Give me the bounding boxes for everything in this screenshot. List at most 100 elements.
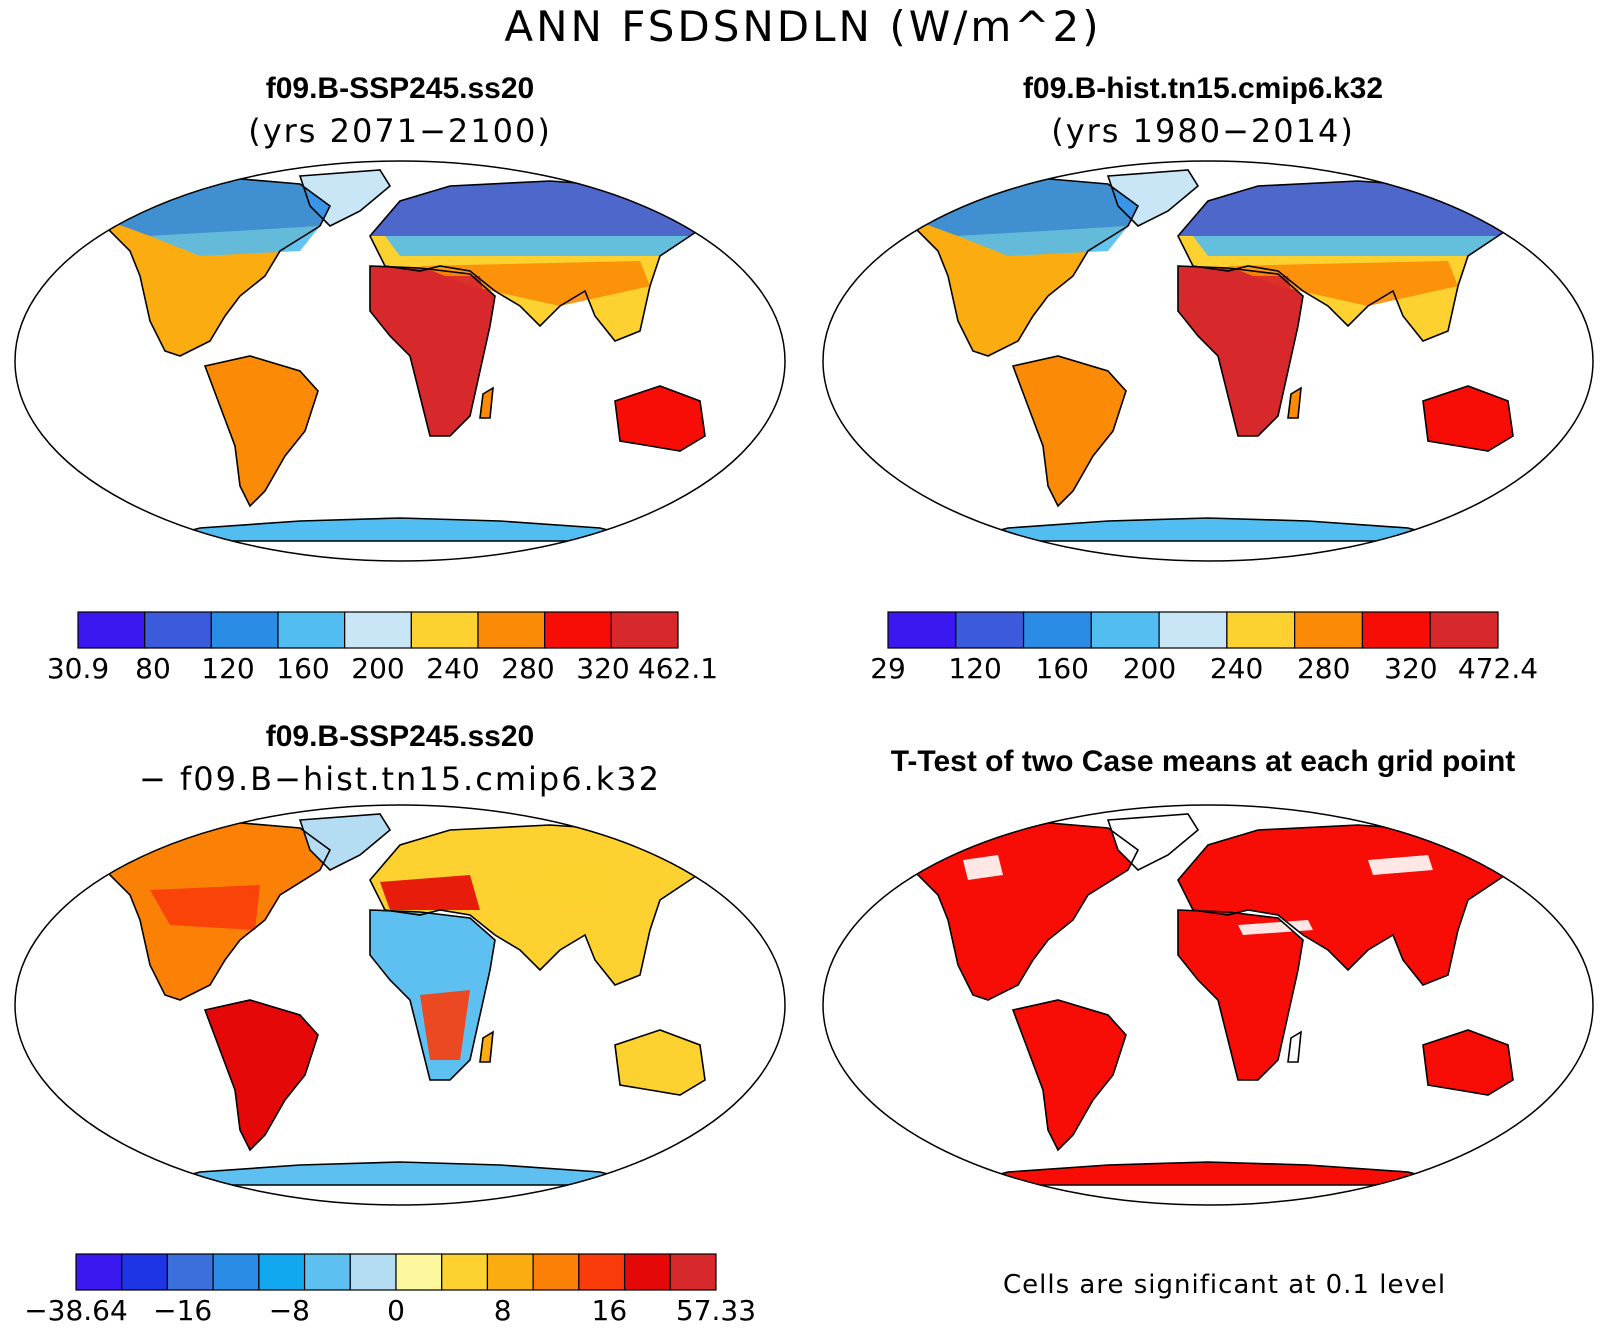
land-eurasia (1178, 825, 1528, 985)
colorbar-label: 57.33 (676, 1294, 756, 1327)
colorbar-swatch (477, 611, 546, 649)
coastline-madagascar (479, 386, 494, 419)
colorbar-label: 240 (1210, 652, 1263, 685)
field-patch-1 (958, 226, 1128, 256)
colorbar-swatch (1090, 611, 1160, 649)
colorbar-swatch (349, 1253, 397, 1291)
land-samerica (205, 1000, 318, 1150)
colorbar-swatch (623, 1253, 671, 1291)
colorbar-swatch (578, 1253, 626, 1291)
field-patch-4 (1228, 261, 1458, 306)
panel1-subtitle: (yrs 2071−2100) (248, 112, 552, 150)
colorbar-swatch (166, 1253, 214, 1291)
coastline-africa (369, 265, 496, 437)
land-greenland (300, 814, 390, 870)
colorbar-swatch (1022, 611, 1092, 649)
colorbar-swatch (77, 611, 146, 649)
field-patch-2 (500, 860, 620, 910)
coastline-greenland (298, 813, 392, 871)
panel2-colorbar: 29 120 160 200 240 280 320 472.4 (870, 611, 1538, 685)
colorbar-label: 160 (1036, 652, 1089, 685)
field-patch-5 (1183, 276, 1298, 326)
land-antarctica (150, 1162, 650, 1185)
colorbar-label: 29 (870, 652, 906, 685)
colorbar-label: 0 (387, 1294, 405, 1327)
field-patch-3 (385, 236, 690, 256)
colorbar-swatch (277, 611, 346, 649)
colorbar-swatch (532, 1253, 580, 1291)
panel2-title: f09.B-hist.tn15.cmip6.k32 (1022, 72, 1384, 105)
panel3-title: f09.B-SSP245.ss20 (265, 720, 535, 753)
colorbar-swatch (410, 611, 479, 649)
colorbar-swatch (1294, 611, 1364, 649)
land-africa (1178, 910, 1303, 1080)
coastline-australia (614, 385, 706, 452)
panel1-colorbar: 30.9 80 120 160 200 240 280 320 462.1 (47, 611, 718, 685)
coastline-samerica (1011, 999, 1127, 1152)
colorbar-swatch (344, 611, 412, 649)
land-australia (1423, 1030, 1513, 1095)
coastline-samerica (1011, 355, 1127, 508)
coastline-australia (1422, 385, 1514, 452)
land-australia (1423, 386, 1513, 451)
figure-title: ANN FSDSNDLN (W/m^2) (504, 2, 1102, 51)
colorbar-swatch (1158, 611, 1228, 649)
land-samerica (205, 356, 318, 506)
panel2-subtitle: (yrs 1980−2014) (1051, 112, 1355, 150)
field-patch-0 (380, 875, 480, 910)
colorbar-label: 320 (576, 652, 629, 685)
coastline-namerica (901, 821, 1140, 1001)
map-border (822, 804, 1594, 1206)
colorbar-swatch (486, 1253, 534, 1291)
colorbar-swatch (1361, 611, 1431, 649)
colorbar-swatch (75, 1253, 123, 1291)
colorbar-label: 200 (351, 652, 404, 685)
land-antarctica (150, 518, 650, 541)
coastline-namerica (901, 177, 1140, 357)
colorbar-label: 30.9 (47, 652, 109, 685)
colorbar-label: 472.4 (1458, 652, 1538, 685)
coastline-greenland (1106, 169, 1200, 227)
colorbar-label: −38.64 (24, 1294, 128, 1327)
coastline-madagascar (1287, 1030, 1302, 1063)
colorbar-label: 240 (426, 652, 479, 685)
colorbar-swatch (887, 611, 957, 649)
land-greenland (1108, 814, 1198, 870)
colorbar-swatch (395, 1253, 443, 1291)
field-patch-5 (375, 276, 490, 326)
land-australia (615, 1030, 705, 1095)
coastline-samerica (203, 999, 319, 1152)
coastline-australia (1422, 1029, 1514, 1096)
colorbar-swatch (210, 611, 279, 649)
land-samerica (1013, 356, 1126, 506)
coastline-africa (369, 909, 496, 1081)
colorbar-label: 280 (501, 652, 554, 685)
field-patch-3 (1193, 236, 1498, 256)
field-patch-3 (420, 990, 470, 1060)
coastline-madagascar (1287, 386, 1302, 419)
field-patch-1 (1368, 855, 1433, 875)
map-border (14, 160, 786, 562)
panel3-map (14, 804, 786, 1206)
colorbar-swatch (121, 1253, 169, 1291)
coastline-australia (614, 1029, 706, 1096)
coastline-africa (1177, 265, 1304, 437)
panel2-map (822, 160, 1594, 562)
panel1-map (14, 160, 786, 562)
colorbar-label: 280 (1297, 652, 1350, 685)
colorbar-label: 200 (1123, 652, 1176, 685)
colorbar-label: −8 (269, 1294, 310, 1327)
coastline-samerica (203, 355, 319, 508)
colorbar-swatch (1226, 611, 1296, 649)
colorbar-label: 160 (276, 652, 329, 685)
colorbar-swatch (303, 1253, 351, 1291)
panel4-title: T-Test of two Case means at each grid po… (890, 745, 1516, 778)
coastline-greenland (1106, 813, 1200, 871)
field-patch-2 (963, 855, 1003, 880)
land-antarctica (958, 1162, 1458, 1185)
panel3-colorbar: −38.64 −16 −8 0 8 16 57.33 (24, 1253, 756, 1327)
field-patch-1 (150, 885, 260, 930)
coastline-madagascar (479, 1030, 494, 1063)
coastline-namerica (93, 821, 332, 1001)
land-samerica (1013, 1000, 1126, 1150)
